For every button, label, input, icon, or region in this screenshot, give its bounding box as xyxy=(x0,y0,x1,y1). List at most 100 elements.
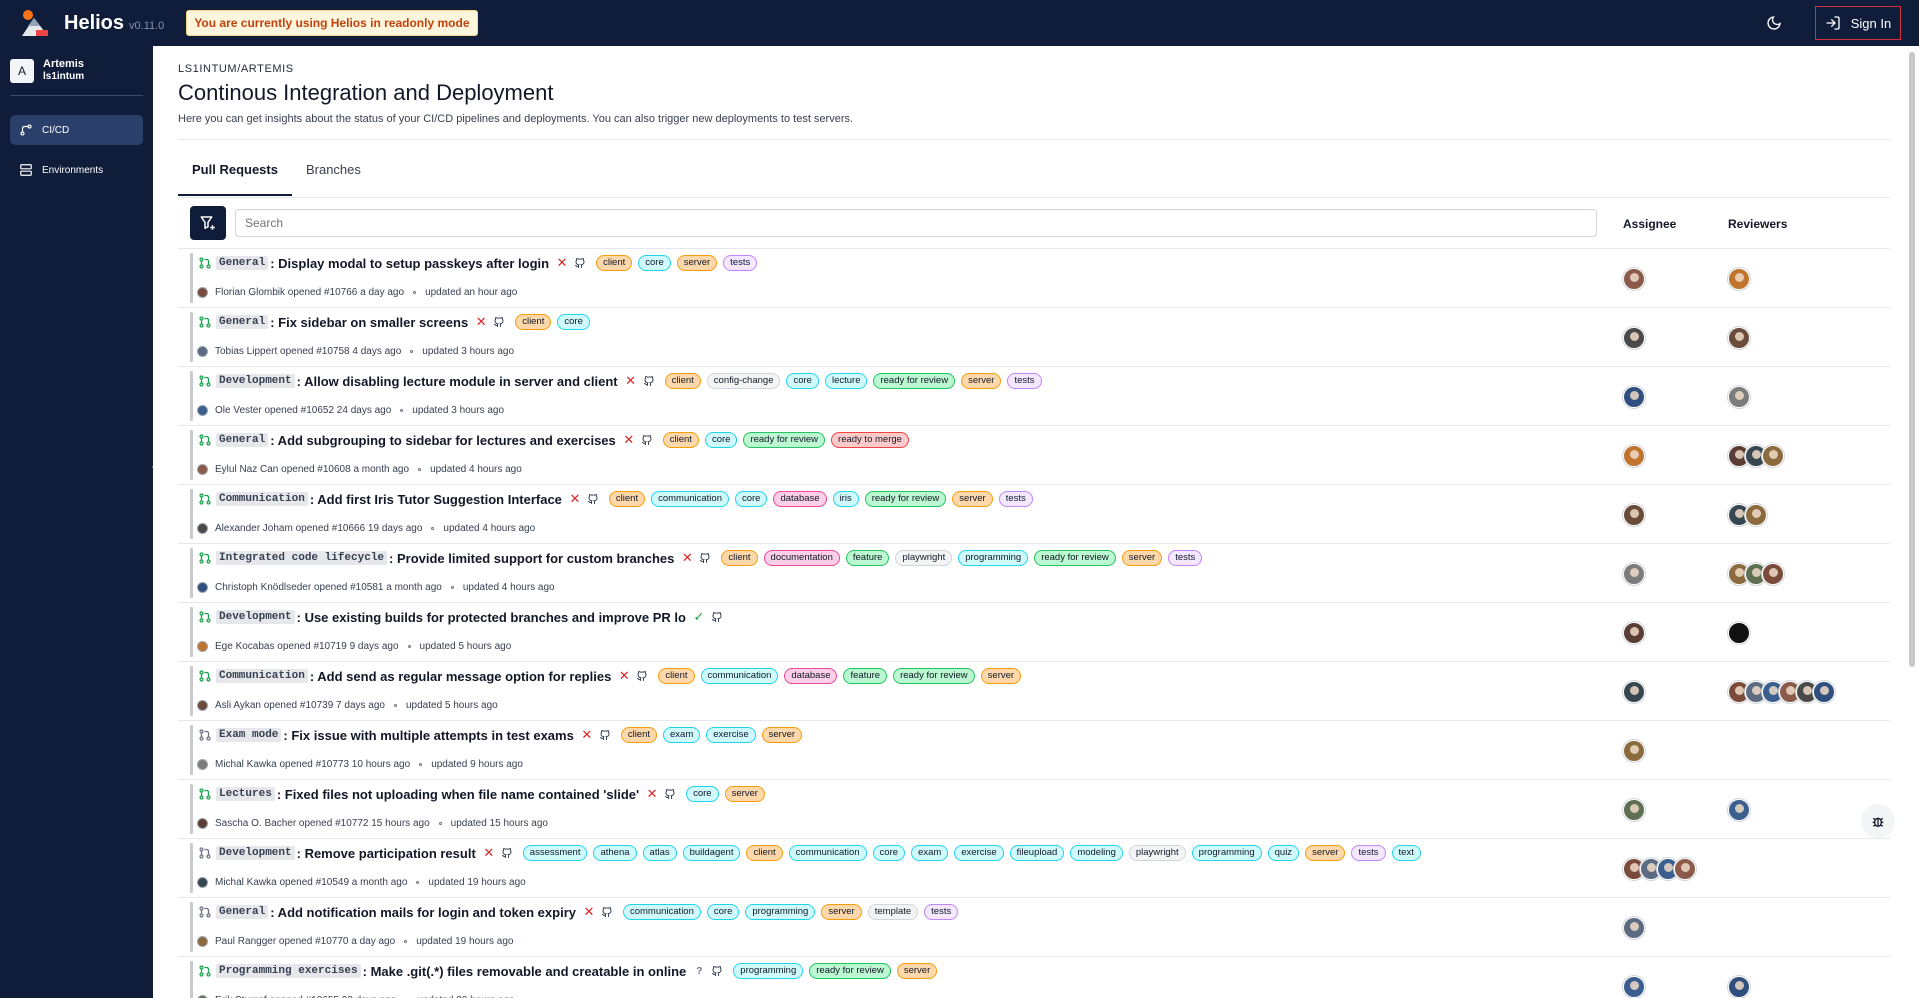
reviewer-avatar[interactable] xyxy=(1762,563,1784,585)
search-input[interactable] xyxy=(235,209,1597,237)
sidebar-item-environments[interactable]: Environments xyxy=(10,155,143,185)
pipeline-failed-icon[interactable]: ✕ xyxy=(569,491,581,506)
pr-title[interactable]: : Add subgrouping to sidebar for lecture… xyxy=(270,432,616,448)
pr-title[interactable]: : Use existing builds for protected bran… xyxy=(296,609,686,625)
assignee-avatar[interactable] xyxy=(1674,858,1696,880)
github-icon[interactable] xyxy=(664,788,676,800)
assignee-avatar[interactable] xyxy=(1623,445,1645,467)
tab-pull-requests[interactable]: Pull Requests xyxy=(178,151,292,196)
sign-in-button[interactable]: Sign In xyxy=(1815,6,1901,40)
column-header-reviewers[interactable]: Reviewers xyxy=(1728,217,1788,231)
reviewer-avatar[interactable] xyxy=(1728,268,1750,290)
report-bug-button[interactable] xyxy=(1861,804,1895,838)
assignee-avatar[interactable] xyxy=(1623,740,1645,762)
github-icon[interactable] xyxy=(493,316,505,328)
pr-label: client xyxy=(662,432,699,448)
column-header-assignee[interactable]: Assignee xyxy=(1623,217,1677,231)
reviewer-avatar[interactable] xyxy=(1728,386,1750,408)
pull-request-meta: Sascha O. Bacher opened #10772 15 hours … xyxy=(197,818,548,829)
assignee-avatar[interactable] xyxy=(1623,622,1645,644)
github-icon[interactable] xyxy=(699,552,711,564)
assignee-avatar[interactable] xyxy=(1623,268,1645,290)
github-icon[interactable] xyxy=(601,906,613,918)
pipeline-pending-icon[interactable]: ? xyxy=(696,965,703,977)
pipeline-success-icon[interactable]: ✓ xyxy=(693,609,705,624)
pr-title[interactable]: : Add send as regular message option for… xyxy=(309,668,612,684)
pull-request-row[interactable]: General: Fix sidebar on smaller screens ✕… xyxy=(178,308,1890,367)
pr-title[interactable]: : Allow disabling lecture module in serv… xyxy=(296,373,618,389)
assignee-avatar[interactable] xyxy=(1657,858,1679,880)
github-icon[interactable] xyxy=(599,729,611,741)
dark-mode-toggle[interactable] xyxy=(1763,12,1785,34)
pr-title[interactable]: : Fix sidebar on smaller screens xyxy=(270,314,469,330)
pipeline-failed-icon[interactable]: ✕ xyxy=(581,727,593,742)
pull-request-row[interactable]: Development: Remove participation result… xyxy=(178,839,1890,898)
pr-title[interactable]: : Add notification mails for login and t… xyxy=(270,904,576,920)
pipeline-failed-icon[interactable]: ✕ xyxy=(618,668,630,683)
pr-title[interactable]: : Make .git(.*) files removable and crea… xyxy=(362,963,687,979)
opened-text: opened xyxy=(276,877,316,888)
github-icon[interactable] xyxy=(711,965,723,977)
pr-title[interactable]: : Fixed files not uploading when file na… xyxy=(276,786,640,802)
reviewer-avatar[interactable] xyxy=(1762,445,1784,467)
pull-request-row[interactable]: Communication: Add send as regular messa… xyxy=(178,662,1890,721)
pr-title[interactable]: : Display modal to setup passkeys after … xyxy=(270,255,550,271)
assignee-avatar[interactable] xyxy=(1623,386,1645,408)
github-icon[interactable] xyxy=(711,611,723,623)
pull-request-row[interactable]: General: Add subgrouping to sidebar for … xyxy=(178,426,1890,485)
pr-label: client xyxy=(664,373,701,389)
github-icon[interactable] xyxy=(641,434,653,446)
reviewer-avatar[interactable] xyxy=(1813,681,1835,703)
row-indicator xyxy=(190,430,193,480)
pr-title[interactable]: : Provide limited support for custom bra… xyxy=(389,550,675,566)
pipeline-failed-icon[interactable]: ✕ xyxy=(556,255,568,270)
pull-request-row[interactable]: Communication: Add first Iris Tutor Sugg… xyxy=(178,485,1890,544)
pipeline-failed-icon[interactable]: ✕ xyxy=(646,786,658,801)
pipeline-failed-icon[interactable]: ✕ xyxy=(625,373,637,388)
github-icon[interactable] xyxy=(587,493,599,505)
pull-request-row[interactable]: Integrated code lifecycle: Provide limit… xyxy=(178,544,1890,603)
assignee-avatar[interactable] xyxy=(1623,563,1645,585)
reviewer-avatar[interactable] xyxy=(1728,622,1750,644)
pull-request-row[interactable]: Development: Allow disabling lecture mod… xyxy=(178,367,1890,426)
pipeline-failed-icon[interactable]: ✕ xyxy=(583,904,595,919)
reviewer-avatar[interactable] xyxy=(1728,976,1750,998)
assignee-avatar[interactable] xyxy=(1623,504,1645,526)
reviewer-avatar[interactable] xyxy=(1745,445,1767,467)
logo[interactable]: Helios v0.11.0 xyxy=(18,6,164,40)
pull-request-row[interactable]: Programming exercises: Make .git(.*) fil… xyxy=(178,957,1890,998)
pr-title[interactable]: : Fix issue with multiple attempts in te… xyxy=(283,727,574,743)
pipeline-failed-icon[interactable]: ✕ xyxy=(681,550,693,565)
scrollbar[interactable] xyxy=(1909,52,1915,667)
assignee-avatar[interactable] xyxy=(1623,976,1645,998)
sidebar-item-cicd[interactable]: CI/CD xyxy=(10,115,143,145)
reviewer-avatar[interactable] xyxy=(1728,799,1750,821)
github-icon[interactable] xyxy=(636,670,648,682)
pipeline-failed-icon[interactable]: ✕ xyxy=(475,314,487,329)
pull-request-row[interactable]: General: Add notification mails for logi… xyxy=(178,898,1890,957)
pull-request-row[interactable]: General: Display modal to setup passkeys… xyxy=(178,249,1890,308)
reviewer-avatar[interactable] xyxy=(1728,327,1750,349)
assignee-avatar[interactable] xyxy=(1623,799,1645,821)
pipeline-failed-icon[interactable]: ✕ xyxy=(623,432,635,447)
reviewer-avatar[interactable] xyxy=(1745,563,1767,585)
pr-title[interactable]: : Add first Iris Tutor Suggestion Interf… xyxy=(309,491,562,507)
assignee-avatar[interactable] xyxy=(1623,681,1645,703)
github-icon[interactable] xyxy=(574,257,586,269)
tab-branches[interactable]: Branches xyxy=(305,162,361,177)
github-icon[interactable] xyxy=(643,375,655,387)
reviewer-avatar[interactable] xyxy=(1745,504,1767,526)
pipeline-failed-icon[interactable]: ✕ xyxy=(483,845,495,860)
filter-button[interactable] xyxy=(190,206,226,240)
pr-title[interactable]: : Remove participation result xyxy=(296,845,476,861)
pull-request-row[interactable]: Lectures: Fixed files not uploading when… xyxy=(178,780,1890,839)
separator-dot xyxy=(416,881,420,884)
pull-request-row[interactable]: Exam mode: Fix issue with multiple attem… xyxy=(178,721,1890,780)
github-icon[interactable] xyxy=(501,847,513,859)
pr-label: feature xyxy=(845,550,890,566)
pull-request-row[interactable]: Development: Use existing builds for pro… xyxy=(178,603,1890,662)
assignee-avatar[interactable] xyxy=(1623,327,1645,349)
repository-switcher[interactable]: A Artemis ls1intum xyxy=(10,46,143,96)
assignee-avatar[interactable] xyxy=(1623,917,1645,939)
author-avatar xyxy=(197,464,208,475)
